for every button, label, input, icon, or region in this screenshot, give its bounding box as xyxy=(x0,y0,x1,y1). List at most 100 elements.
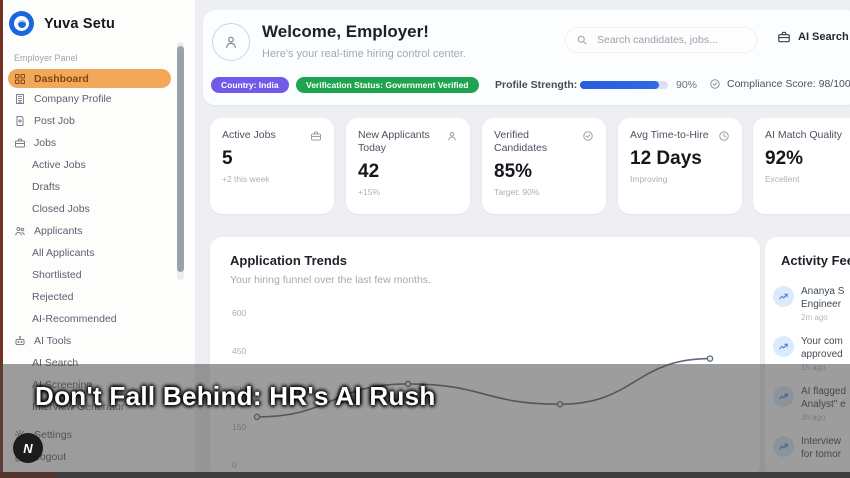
briefcase-icon xyxy=(14,137,26,149)
yuva-setu-logo-icon xyxy=(9,11,34,36)
profile-strength-fill xyxy=(580,81,660,89)
dashboard-icon xyxy=(14,73,26,85)
trend-up-icon xyxy=(773,336,794,357)
sidebar-item-shortlisted[interactable]: Shortlisted xyxy=(0,264,195,286)
person-icon xyxy=(223,34,239,50)
stat-card-ai-match-quality: AI Match Quality 92% Excellent xyxy=(753,118,850,214)
app-logo: Yuva Setu xyxy=(0,0,195,45)
sidebar-item-all-applicants[interactable]: All Applicants xyxy=(0,242,195,264)
profile-strength-percent: 90% xyxy=(676,79,698,91)
stat-subtext: Excellent xyxy=(765,174,800,185)
stat-card-avg-time-to-hire: Avg Time-to-Hire 12 Days Improving xyxy=(618,118,742,214)
sidebar-section-label: Employer Panel xyxy=(14,53,78,63)
stat-subtext: Target: 90% xyxy=(494,187,540,198)
sidebar-scrollbar[interactable] xyxy=(177,42,184,280)
users-icon xyxy=(14,225,26,237)
activity-timestamp: 2m ago xyxy=(801,313,828,322)
sidebar-item-label: Rejected xyxy=(32,291,74,303)
stat-value: 12 Days xyxy=(630,148,702,170)
page-title: Welcome, Employer! xyxy=(262,22,429,41)
verification-badge: Verification Status: Government Verified xyxy=(296,77,479,93)
stat-title: AI Match Quality xyxy=(765,129,843,141)
chart-subtitle: Your hiring funnel over the last few mon… xyxy=(230,274,431,286)
sidebar-item-drafts[interactable]: Drafts xyxy=(0,176,195,198)
document-plus-icon xyxy=(14,115,26,127)
watermark-logo: N xyxy=(13,433,43,463)
sidebar-item-rejected[interactable]: Rejected xyxy=(0,286,195,308)
sidebar-item-label: All Applicants xyxy=(32,247,95,259)
video-caption-text: Don't Fall Behind: HR's AI Rush xyxy=(35,381,436,411)
search-bar[interactable] xyxy=(565,27,757,53)
video-caption-overlay: Don't Fall Behind: HR's AI Rush xyxy=(0,364,850,472)
sidebar-item-ai-tools[interactable]: AI Tools xyxy=(0,330,195,352)
ai-search-label: AI Search xyxy=(798,31,849,43)
activity-item: Ananya S Engineer 2m ago xyxy=(773,286,850,322)
sidebar-item-label: Company Profile xyxy=(34,93,112,105)
page-subtitle: Here's your real-time hiring control cen… xyxy=(262,48,466,60)
compliance-score-text: Compliance Score: 98/100 xyxy=(727,78,850,90)
activity-feed-title: Activity Feed xyxy=(781,253,850,268)
welcome-header-card: Welcome, Employer! Here's your real-time… xyxy=(203,10,850,105)
stat-card-active-jobs: Active Jobs 5 +2 this week xyxy=(210,118,334,214)
sidebar-item-label: Active Jobs xyxy=(32,159,86,171)
check-circle-icon xyxy=(582,130,594,142)
briefcase-icon xyxy=(310,130,322,142)
ai-search-button[interactable]: AI Search xyxy=(777,30,849,44)
activity-text: Engineer xyxy=(801,298,842,310)
activity-text: Ananya S xyxy=(801,286,845,297)
compliance-score: Compliance Score: 98/100 xyxy=(709,78,850,90)
sidebar-item-ai-recommended[interactable]: AI-Recommended xyxy=(0,308,195,330)
sidebar-item-applicants[interactable]: Applicants xyxy=(0,220,195,242)
video-progress-bar[interactable] xyxy=(0,472,850,478)
stat-title: Avg Time-to-Hire xyxy=(630,129,709,141)
sidebar-item-jobs[interactable]: Jobs xyxy=(0,132,195,154)
sidebar-item-label: Jobs xyxy=(34,137,57,149)
video-progress-played xyxy=(0,472,57,478)
stat-title: New Applicants Today xyxy=(358,129,430,155)
svg-text:600: 600 xyxy=(232,308,246,318)
profile-strength-label: Profile Strength: xyxy=(495,79,578,91)
sidebar-item-dashboard[interactable]: Dashboard xyxy=(8,69,171,88)
sidebar-item-post-job[interactable]: Post Job xyxy=(0,110,195,132)
sidebar-item-label: AI Tools xyxy=(34,335,72,347)
activity-text: Your com xyxy=(801,336,843,347)
stat-card-verified-candidates: Verified Candidates 85% Target: 90% xyxy=(482,118,606,214)
sidebar-item-label: AI-Recommended xyxy=(32,313,117,325)
stat-subtext: +15% xyxy=(358,187,380,198)
sidebar-scrollbar-thumb[interactable] xyxy=(177,46,184,272)
stat-value: 85% xyxy=(494,161,533,183)
ai-search-bag-icon xyxy=(777,30,791,44)
clock-icon xyxy=(718,130,730,142)
stat-card-new-applicants: New Applicants Today 42 +15% xyxy=(346,118,470,214)
stat-value: 42 xyxy=(358,161,380,183)
building-icon xyxy=(14,93,26,105)
activity-text: approved xyxy=(801,348,843,360)
chart-title: Application Trends xyxy=(230,253,348,268)
video-edge-artifact xyxy=(0,0,3,478)
person-icon xyxy=(446,130,458,142)
compliance-check-icon xyxy=(709,78,721,90)
stat-title: Active Jobs xyxy=(222,129,276,141)
sidebar-item-label: Shortlisted xyxy=(32,269,82,281)
stat-subtext: Improving xyxy=(630,174,668,185)
country-badge: Country: India xyxy=(211,77,289,93)
profile-strength-bar xyxy=(580,81,668,89)
sidebar-item-label: Dashboard xyxy=(34,72,89,85)
stat-value: 92% xyxy=(765,148,804,170)
search-input[interactable] xyxy=(595,33,746,47)
sidebar-item-label: Applicants xyxy=(34,225,83,237)
robot-icon xyxy=(14,335,26,347)
stat-title: Verified Candidates xyxy=(494,129,548,155)
search-icon xyxy=(576,34,588,46)
app-title: Yuva Setu xyxy=(44,15,116,32)
sidebar-item-closed-jobs[interactable]: Closed Jobs xyxy=(0,198,195,220)
sidebar-item-label: Drafts xyxy=(32,181,61,193)
sidebar-item-company-profile[interactable]: Company Profile xyxy=(0,88,195,110)
employer-avatar xyxy=(212,23,250,61)
stat-subtext: +2 this week xyxy=(222,174,270,185)
sidebar-item-label: Post Job xyxy=(34,115,75,127)
svg-text:450: 450 xyxy=(232,346,246,356)
sidebar-item-active-jobs[interactable]: Active Jobs xyxy=(0,154,195,176)
trend-up-icon xyxy=(773,286,794,307)
